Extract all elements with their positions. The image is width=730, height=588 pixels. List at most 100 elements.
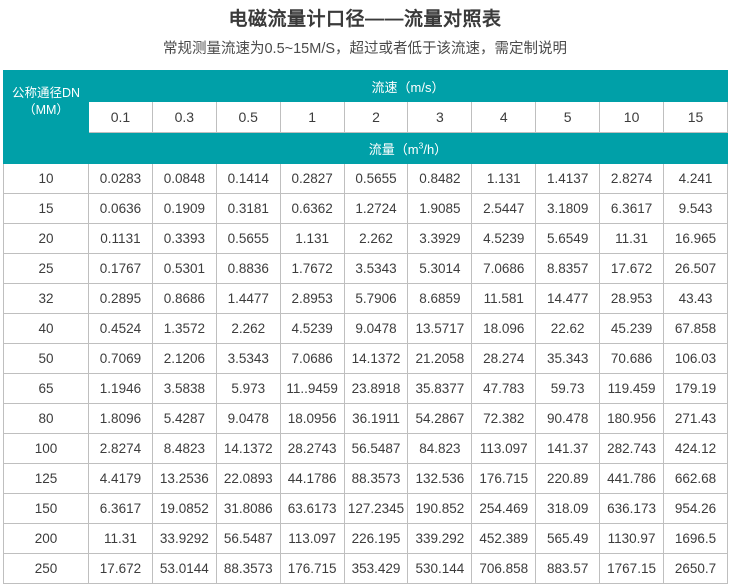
page-title: 电磁流量计口径——流量对照表 <box>228 9 502 30</box>
flow-value-cell: 2.8274 <box>88 433 153 464</box>
flow-value-cell: 176.715 <box>471 463 537 494</box>
flow-value-cell: 176.715 <box>279 553 345 584</box>
nominal-diameter-cell: 25 <box>3 253 89 284</box>
flow-value-cell: 0.2895 <box>88 283 153 314</box>
flow-value-cell: 0.4524 <box>88 313 153 344</box>
flow-value-cell: 18.0956 <box>279 403 345 434</box>
flow-value-cell: 282.743 <box>599 433 665 464</box>
velocity-group-text: 流速 <box>371 79 398 95</box>
flow-value-cell: 883.57 <box>535 553 601 584</box>
flow-value-cell: 23.8918 <box>343 373 409 404</box>
table-row: 100 2.8274 8.4823 14.1372 28.2743 56.5487 84.8… <box>3 433 728 464</box>
flow-value-cell: 5.7906 <box>343 283 409 314</box>
flow-value-cell: 2.262 <box>343 223 409 254</box>
flow-value-cell: 1.3572 <box>151 313 217 344</box>
flow-value-cell: 141.37 <box>535 433 601 464</box>
flow-value-cell: 56.5487 <box>215 523 281 554</box>
flow-value-cell: 190.852 <box>407 493 473 524</box>
flow-value-cell: 1.2724 <box>343 193 409 224</box>
flow-value-cell: 72.382 <box>471 403 537 434</box>
nominal-diameter-cell: 40 <box>3 313 89 344</box>
table-row: 150 6.3617 19.0852 31.8086 63.6173 127.2345 19… <box>3 493 728 524</box>
flow-value-cell: 5.973 <box>215 373 281 404</box>
flow-value-cell: 1.7672 <box>279 253 345 284</box>
flow-value-cell: 5.4287 <box>151 403 217 434</box>
flow-group-empty-cell <box>3 132 89 164</box>
flow-value-cell: 26.507 <box>663 253 728 284</box>
flow-value-cell: 0.5301 <box>151 253 217 284</box>
velocity-column-header: 15 <box>663 101 728 133</box>
flow-value-cell: 2.5447 <box>471 193 537 224</box>
flow-value-cell: 17.672 <box>88 553 153 584</box>
nominal-diameter-cell: 250 <box>3 553 89 584</box>
flow-value-cell: 47.783 <box>471 373 537 404</box>
flow-value-cell: 424.12 <box>663 433 728 464</box>
corner-header-cell: 公称通径DN （MM） <box>3 70 89 133</box>
flow-value-cell: 8.8357 <box>535 253 601 284</box>
flow-value-cell: 9.543 <box>663 193 728 224</box>
corner-label-line1: 公称通径DN <box>11 85 81 100</box>
flow-value-cell: 0.5655 <box>343 163 409 194</box>
flow-value-cell: 88.3573 <box>215 553 281 584</box>
table-row: 20 0.1131 0.3393 0.5655 1.131 2.262 3.3929 4.52… <box>3 223 728 254</box>
flow-value-cell: 8.4823 <box>151 433 217 464</box>
flow-value-cell: 1.8096 <box>88 403 153 434</box>
flow-value-cell: 271.43 <box>663 403 728 434</box>
table-container: 公称通径DN （MM） 流速（m/s） 0.1 0.3 0.5 1 2 3 4 … <box>0 62 730 584</box>
flow-value-cell: 67.858 <box>663 313 728 344</box>
nominal-diameter-cell: 80 <box>3 403 89 434</box>
flow-value-cell: 220.89 <box>535 463 601 494</box>
flow-value-cell: 180.956 <box>599 403 665 434</box>
flow-value-cell: 28.274 <box>471 343 537 374</box>
flow-value-cell: 127.2345 <box>343 493 409 524</box>
flow-value-cell: 0.1414 <box>215 163 281 194</box>
flow-group-header: 流量（m3/h） <box>88 132 728 164</box>
velocity-column-header: 4 <box>471 101 537 133</box>
flow-value-cell: 44.1786 <box>279 463 345 494</box>
flow-value-cell: 0.1909 <box>151 193 217 224</box>
flow-value-cell: 53.0144 <box>151 553 217 584</box>
flow-value-cell: 2.8953 <box>279 283 345 314</box>
flow-value-cell: 33.9292 <box>151 523 217 554</box>
flow-value-cell: 119.459 <box>599 373 665 404</box>
flow-value-cell: 35.8377 <box>407 373 473 404</box>
header-row-flow-group: 流量（m3/h） <box>3 132 728 164</box>
table-row: 10 0.0283 0.0848 0.1414 0.2827 0.5655 0.8482 1.… <box>3 163 728 194</box>
flow-value-cell: 6.3617 <box>599 193 665 224</box>
flow-value-cell: 530.144 <box>407 553 473 584</box>
flow-value-cell: 13.2536 <box>151 463 217 494</box>
flow-value-cell: 21.2058 <box>407 343 473 374</box>
flow-value-cell: 0.5655 <box>215 223 281 254</box>
flow-value-cell: 1.131 <box>471 163 537 194</box>
flow-value-cell: 1130.97 <box>599 523 665 554</box>
flow-value-cell: 0.0848 <box>151 163 217 194</box>
velocity-column-header: 1 <box>279 101 345 133</box>
table-row: 32 0.2895 0.8686 1.4477 2.8953 5.7906 8.6859 11… <box>3 283 728 314</box>
table-row: 250 17.672 53.0144 88.3573 176.715 353.429 530… <box>3 553 728 584</box>
flow-value-cell: 2.262 <box>215 313 281 344</box>
flow-value-cell: 18.096 <box>471 313 537 344</box>
table-row: 50 0.7069 2.1206 3.5343 7.0686 14.1372 21.2058… <box>3 343 728 374</box>
flow-value-cell: 3.5343 <box>215 343 281 374</box>
flow-value-cell: 14.1372 <box>343 343 409 374</box>
flow-value-cell: 31.8086 <box>215 493 281 524</box>
velocity-column-header: 2 <box>343 101 409 133</box>
flow-value-cell: 0.8686 <box>151 283 217 314</box>
flow-value-cell: 9.0478 <box>215 403 281 434</box>
flow-value-cell: 3.5838 <box>151 373 217 404</box>
flow-value-cell: 45.239 <box>599 313 665 344</box>
flow-value-cell: 113.097 <box>279 523 345 554</box>
flow-value-cell: 1.9085 <box>407 193 473 224</box>
flow-value-cell: 7.0686 <box>471 253 537 284</box>
flow-value-cell: 4.4179 <box>88 463 153 494</box>
nominal-diameter-cell: 32 <box>3 283 89 314</box>
flow-value-cell: 0.0283 <box>88 163 153 194</box>
velocity-column-header: 0.1 <box>88 101 153 133</box>
table-row: 25 0.1767 0.5301 0.8836 1.7672 3.5343 5.3014 7.… <box>3 253 728 284</box>
velocity-column-header: 0.3 <box>151 101 217 133</box>
flow-value-cell: 5.3014 <box>407 253 473 284</box>
flow-value-cell: 17.672 <box>599 253 665 284</box>
nominal-diameter-cell: 125 <box>3 463 89 494</box>
flow-group-text: 流量 <box>368 141 395 157</box>
flow-value-cell: 113.097 <box>471 433 537 464</box>
